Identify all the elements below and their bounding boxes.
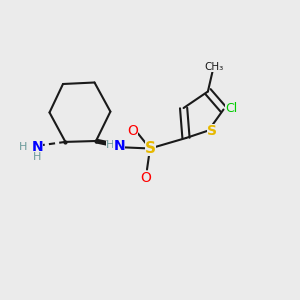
Text: Cl: Cl [225, 101, 237, 115]
Text: CH₃: CH₃ [204, 61, 224, 72]
Text: H: H [106, 140, 114, 151]
Text: S: S [145, 141, 155, 156]
Text: H: H [33, 152, 42, 163]
Text: S: S [207, 124, 217, 137]
Text: H: H [19, 142, 27, 152]
Text: N: N [113, 139, 125, 152]
Text: O: O [140, 172, 151, 185]
Text: N: N [32, 140, 43, 154]
Text: O: O [127, 124, 138, 138]
